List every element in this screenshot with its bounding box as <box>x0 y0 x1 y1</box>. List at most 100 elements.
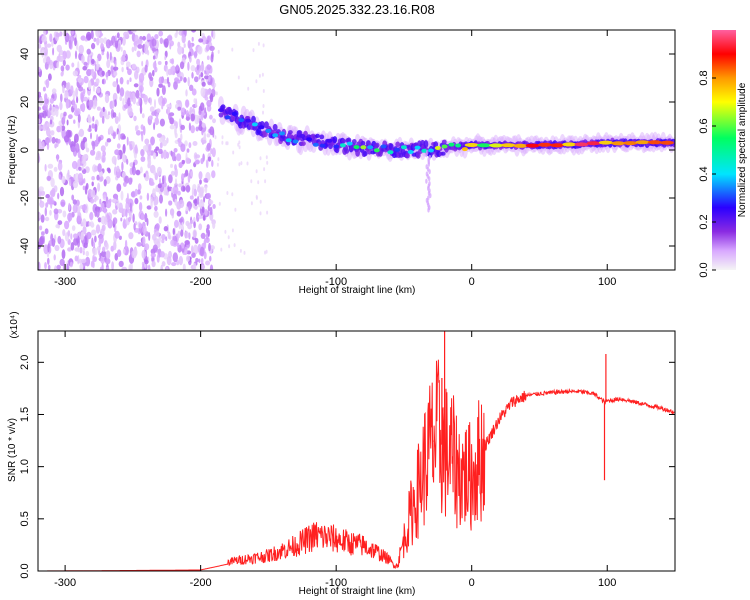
heatmap-cell <box>178 162 183 169</box>
heatmap-cell <box>77 247 81 253</box>
heatmap-cell <box>187 76 190 87</box>
heatmap-cell <box>96 57 99 67</box>
heatmap-cell <box>80 155 87 165</box>
heatmap-cell <box>38 112 45 118</box>
heatmap-cell <box>96 106 101 111</box>
heatmap-cell <box>126 91 131 97</box>
heatmap-cell <box>182 263 186 270</box>
heatmap-cell <box>164 38 169 48</box>
heatmap-cell <box>38 140 42 149</box>
heatmap-cell <box>373 148 380 153</box>
heatmap-cell <box>258 73 261 78</box>
heatmap-cell <box>67 169 70 178</box>
heatmap-cell <box>82 250 85 256</box>
heatmap-cell <box>96 37 100 46</box>
heatmap-cell <box>227 235 230 240</box>
heatmap-cell <box>53 208 59 215</box>
heatmap-cell <box>231 111 238 116</box>
snr-spikes <box>433 331 607 481</box>
heatmap-cell <box>101 154 106 163</box>
heatmap-cell <box>92 85 96 92</box>
heatmap-cell <box>73 119 76 124</box>
heatmap-cell <box>224 115 231 120</box>
heatmap-cell <box>160 264 163 270</box>
heatmap-cell <box>265 128 272 133</box>
heatmap-cell <box>125 208 128 218</box>
heatmap-cell <box>150 252 156 258</box>
heatmap-cell <box>159 177 161 185</box>
heatmap-cell <box>138 96 141 106</box>
heatmap-cell <box>211 147 216 158</box>
heatmap-cell <box>204 185 208 194</box>
heatmap-cell <box>184 240 190 245</box>
heatmap-cell <box>154 205 158 212</box>
heatmap-cell <box>132 95 136 105</box>
heatmap-cell <box>128 216 131 222</box>
heatmap-cell <box>95 64 100 71</box>
heatmap-cell <box>92 247 98 256</box>
heatmap-cell <box>57 235 62 245</box>
heatmap-cell <box>647 140 662 145</box>
heatmap-cell <box>215 91 218 96</box>
heatmap-cell <box>146 192 150 201</box>
heatmap-cell <box>250 179 253 184</box>
heatmap-cell <box>259 211 262 216</box>
heatmap-cell <box>166 67 169 77</box>
heatmap-cell <box>176 100 182 105</box>
heatmap-cell <box>114 116 119 124</box>
heatmap-cell <box>38 212 42 219</box>
heatmap-cell <box>211 159 214 167</box>
heatmap-cell <box>82 218 87 228</box>
heatmap-cell <box>186 250 192 255</box>
heatmap-cell <box>193 262 197 270</box>
heatmap-cell <box>611 141 626 146</box>
heatmap-cell <box>67 247 72 252</box>
heatmap-cell <box>102 246 106 253</box>
heatmap-cell <box>623 141 638 146</box>
heatmap-cell <box>101 70 105 77</box>
heatmap-cell <box>99 266 104 270</box>
heatmap-cell <box>67 212 73 222</box>
heatmap-cell <box>74 255 79 262</box>
heatmap-cell <box>45 202 49 208</box>
heatmap-cell <box>186 148 190 153</box>
heatmap-cell <box>196 195 200 205</box>
heatmap-cell <box>400 145 407 150</box>
snr-x-label: Height of straight line (km) <box>299 586 416 597</box>
heatmap-cell <box>124 239 128 250</box>
heatmap-cell <box>112 99 115 109</box>
heatmap-cell <box>123 31 129 37</box>
heatmap-cell <box>106 51 110 60</box>
heatmap-cell <box>194 198 198 207</box>
heatmap-cell <box>80 104 83 112</box>
heatmap-cell <box>195 258 199 263</box>
heatmap-cell <box>154 99 156 109</box>
heatmap-cell <box>237 142 240 147</box>
heatmap-cell <box>72 98 75 108</box>
heatmap-cell <box>118 260 124 268</box>
heatmap-cell <box>355 148 360 157</box>
heatmap-cell <box>62 59 66 67</box>
heatmap-cell <box>193 188 197 197</box>
heatmap-cell <box>193 230 197 238</box>
heatmap-cell <box>93 197 97 203</box>
heatmap-cell <box>141 113 145 119</box>
heatmap-cell <box>205 44 210 52</box>
heatmap-cell <box>425 178 428 184</box>
heatmap-cell <box>175 30 178 36</box>
heatmap-cell <box>57 161 63 171</box>
heatmap-cell <box>312 142 319 147</box>
heatmap-cell <box>186 255 190 262</box>
heatmap-cell <box>448 142 455 147</box>
heatmap-cell <box>122 36 126 46</box>
heatmap-cell <box>137 189 141 195</box>
y-tick-label: -20 <box>19 190 31 206</box>
heatmap-cell <box>134 144 138 154</box>
heatmap-cell <box>52 47 55 56</box>
heatmap-cell <box>194 160 200 165</box>
heatmap-cell <box>158 96 163 104</box>
heatmap-cell <box>180 107 186 116</box>
heatmap-cell <box>167 231 171 240</box>
heatmap-cell <box>250 201 253 206</box>
